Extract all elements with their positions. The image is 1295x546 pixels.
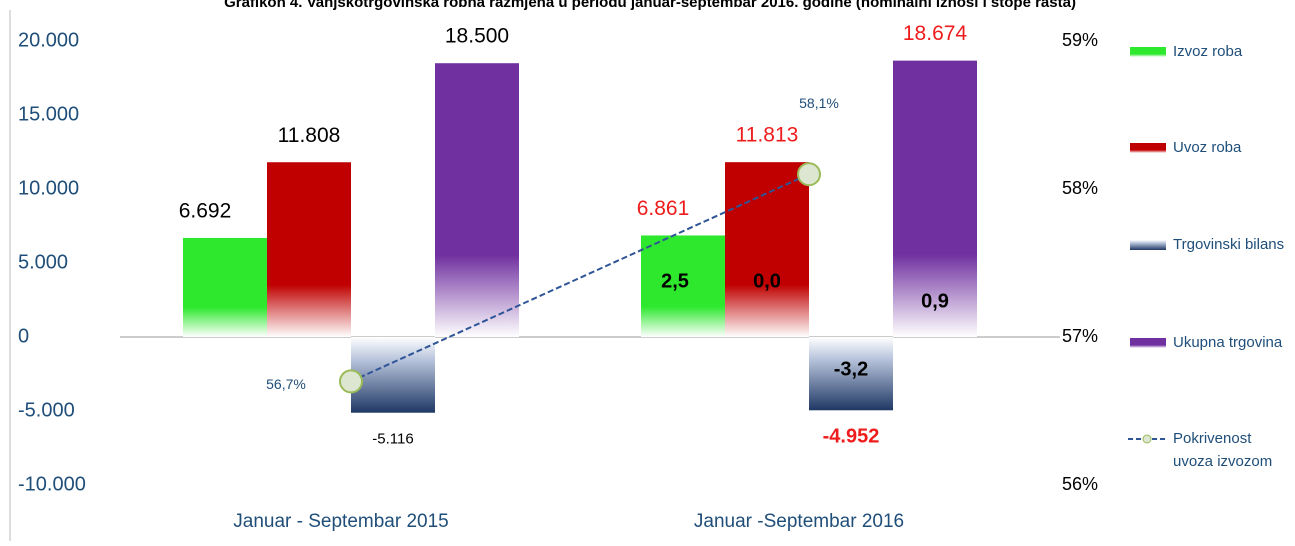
legend-label: Pokrivenost uvoza izvozom	[1173, 430, 1273, 470]
legend-swatch	[1142, 434, 1152, 444]
growth-label: -3,2	[834, 358, 868, 380]
bar	[893, 60, 977, 337]
legend-item: Ukupna trgovina	[1173, 334, 1283, 351]
data-label: 11.808	[278, 124, 341, 147]
legend-label: Trgovinski bilans	[1173, 236, 1285, 253]
chart-title: Grafikon 4. Vanjskotrgovinska robna razm…	[224, 0, 1076, 11]
legend-item: Pokrivenost uvoza izvozom	[1173, 430, 1273, 470]
y2-tick-label: 59%	[1062, 30, 1098, 50]
bar	[725, 162, 809, 337]
y-tick-label: -10.000	[18, 473, 86, 495]
y-tick-label: 10.000	[18, 177, 79, 199]
data-label: 18.500	[445, 25, 509, 48]
line-label: 56,7%	[266, 376, 306, 392]
line-point	[797, 162, 821, 187]
legend-swatch	[1130, 240, 1166, 250]
legend-item: Trgovinski bilans	[1173, 236, 1285, 253]
x-tick-label: Januar -Septembar 2016	[694, 511, 904, 532]
bar	[267, 162, 351, 337]
legend-label: Uvoz roba	[1173, 139, 1242, 156]
growth-label: 0,0	[753, 270, 781, 292]
legend-label: Ukupna trgovina	[1173, 334, 1283, 351]
bar	[809, 337, 893, 411]
data-label: 6.692	[179, 200, 232, 223]
y-tick-label: 5.000	[18, 251, 68, 273]
data-label: 6.861	[637, 197, 690, 220]
legend-label: Izvoz roba	[1173, 43, 1243, 60]
y2-tick-label: 57%	[1062, 326, 1098, 346]
x-tick-label: Januar - Septembar 2015	[233, 511, 448, 532]
legend-item: Izvoz roba	[1173, 43, 1243, 60]
data-label: -5.116	[372, 431, 413, 448]
y-tick-label: 0	[18, 325, 29, 347]
line-point	[339, 369, 363, 394]
growth-label: 2,5	[661, 270, 689, 292]
data-label: -4.952	[823, 426, 880, 448]
growth-label: 0,9	[921, 290, 949, 312]
legend-swatch	[1130, 47, 1166, 57]
y2-tick-label: 56%	[1062, 474, 1098, 494]
legend-swatch	[1130, 338, 1166, 348]
y-tick-label: 15.000	[18, 103, 79, 125]
legend-swatch	[1130, 143, 1166, 153]
data-label: 11.813	[736, 124, 799, 147]
line-label: 58,1%	[799, 95, 839, 111]
y2-tick-label: 58%	[1062, 178, 1098, 198]
line	[350, 173, 810, 383]
bar	[641, 235, 725, 337]
legend-item: Uvoz roba	[1173, 139, 1242, 156]
data-label: 18.674	[903, 22, 968, 45]
bar	[435, 63, 519, 337]
bar	[183, 237, 267, 337]
y-tick-label: -5.000	[18, 399, 75, 421]
y-tick-label: 20.000	[18, 29, 79, 51]
